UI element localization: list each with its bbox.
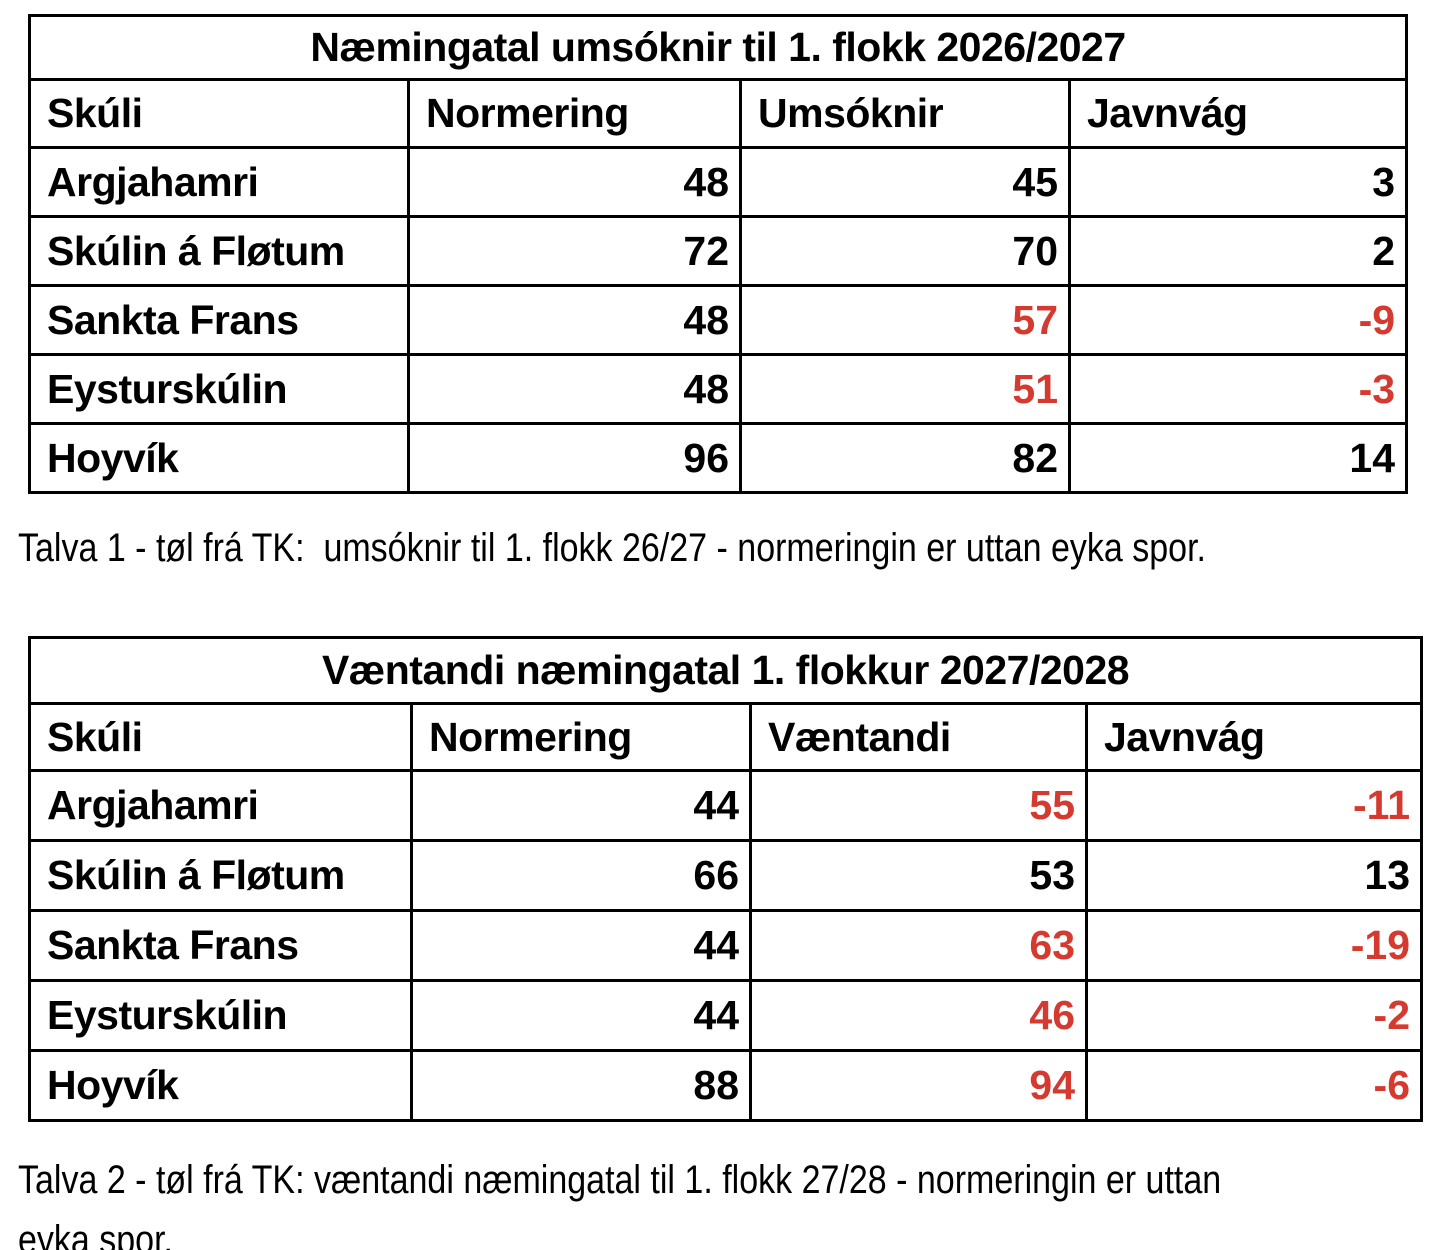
table-1-caption: Talva 1 - tøl frá TK: umsóknir til 1. fl… xyxy=(18,524,1436,572)
school-name-cell: Eysturskúlin xyxy=(28,979,413,1052)
javnvag-value-cell: -19 xyxy=(1084,909,1424,982)
javnvag-value-cell: 13 xyxy=(1084,839,1424,912)
umsoknir-value-cell: 57 xyxy=(739,284,1071,356)
javnvag-value-cell: -3 xyxy=(1067,353,1409,425)
school-name-cell: Skúlin á Fløtum xyxy=(28,839,413,912)
umsoknir-value-cell: 70 xyxy=(739,215,1071,287)
table-row: Sankta Frans 44 63 -19 xyxy=(28,909,1424,982)
normering-value-cell: 48 xyxy=(407,353,742,425)
table-row: Eysturskúlin 48 51 -3 xyxy=(28,353,1409,425)
table-row: Skúlin á Fløtum 72 70 2 xyxy=(28,215,1409,287)
school-name-cell: Sankta Frans xyxy=(28,284,410,356)
column-header-skuli: Skúli xyxy=(28,78,410,149)
table-row: Eysturskúlin 44 46 -2 xyxy=(28,979,1424,1052)
table-row: Argjahamri 48 45 3 xyxy=(28,146,1409,218)
normering-value-cell: 88 xyxy=(410,1049,752,1122)
caption-line: eyka spor. xyxy=(18,1218,173,1250)
vaentandi-value-cell: 46 xyxy=(749,979,1088,1052)
table-title-row: Næmingatal umsóknir til 1. flokk 2026/20… xyxy=(27,14,1409,81)
column-header-umsoknir: Umsóknir xyxy=(739,78,1071,149)
table-header-row: Skúli Normering Umsóknir Javnvág xyxy=(28,78,1409,149)
school-name-cell: Argjahamri xyxy=(28,769,413,842)
table-row: Sankta Frans 48 57 -9 xyxy=(28,284,1409,356)
table-1-title: Næmingatal umsóknir til 1. flokk 2026/20… xyxy=(27,14,1409,81)
column-header-javnvag: Javnvág xyxy=(1067,78,1409,149)
caption-line: Talva 2 - tøl frá TK: væntandi næmingata… xyxy=(18,1158,1222,1202)
javnvag-value-cell: 14 xyxy=(1067,422,1409,494)
normering-value-cell: 96 xyxy=(407,422,742,494)
umsoknir-value-cell: 51 xyxy=(739,353,1071,425)
column-header-javnvag: Javnvág xyxy=(1084,702,1424,772)
javnvag-value-cell: 2 xyxy=(1067,215,1409,287)
table-row: Hoyvík 88 94 -6 xyxy=(28,1049,1424,1122)
table-row: Argjahamri 44 55 -11 xyxy=(28,769,1424,842)
umsoknir-value-cell: 82 xyxy=(739,422,1071,494)
school-name-cell: Hoyvík xyxy=(28,422,410,494)
normering-value-cell: 48 xyxy=(407,284,742,356)
umsoknir-value-cell: 45 xyxy=(739,146,1071,218)
vaentandi-value-cell: 94 xyxy=(749,1049,1088,1122)
school-name-cell: Eysturskúlin xyxy=(28,353,410,425)
table-applications-2026-2027: Næmingatal umsóknir til 1. flokk 2026/20… xyxy=(27,14,1409,494)
normering-value-cell: 44 xyxy=(410,979,752,1052)
table-2-title: Væntandi næmingatal 1. flokkur 2027/2028 xyxy=(27,636,1424,705)
caption-line: Talva 1 - tøl frá TK: umsóknir til 1. fl… xyxy=(18,526,1206,570)
table-expected-2027-2028: Væntandi næmingatal 1. flokkur 2027/2028… xyxy=(27,636,1424,1122)
column-header-skuli: Skúli xyxy=(28,702,413,772)
vaentandi-value-cell: 55 xyxy=(749,769,1088,842)
vaentandi-value-cell: 53 xyxy=(749,839,1088,912)
column-header-normering: Normering xyxy=(410,702,752,772)
school-name-cell: Hoyvík xyxy=(28,1049,413,1122)
javnvag-value-cell: -6 xyxy=(1084,1049,1424,1122)
normering-value-cell: 66 xyxy=(410,839,752,912)
javnvag-value-cell: -9 xyxy=(1067,284,1409,356)
normering-value-cell: 48 xyxy=(407,146,742,218)
vaentandi-value-cell: 63 xyxy=(749,909,1088,982)
table-row: Skúlin á Fløtum 66 53 13 xyxy=(28,839,1424,912)
javnvag-value-cell: 3 xyxy=(1067,146,1409,218)
javnvag-value-cell: -2 xyxy=(1084,979,1424,1052)
table-header-row: Skúli Normering Væntandi Javnvág xyxy=(28,702,1424,772)
table-title-row: Væntandi næmingatal 1. flokkur 2027/2028 xyxy=(27,636,1424,705)
document-page: Næmingatal umsóknir til 1. flokk 2026/20… xyxy=(0,14,1436,1250)
normering-value-cell: 44 xyxy=(410,769,752,842)
school-name-cell: Sankta Frans xyxy=(28,909,413,982)
school-name-cell: Argjahamri xyxy=(28,146,410,218)
table-row: Hoyvík 96 82 14 xyxy=(28,422,1409,494)
normering-value-cell: 44 xyxy=(410,909,752,982)
school-name-cell: Skúlin á Fløtum xyxy=(28,215,410,287)
normering-value-cell: 72 xyxy=(407,215,742,287)
javnvag-value-cell: -11 xyxy=(1084,769,1424,842)
column-header-normering: Normering xyxy=(407,78,742,149)
table-2-caption: Talva 2 - tøl frá TK: væntandi næmingata… xyxy=(18,1150,1436,1250)
column-header-vaentandi: Væntandi xyxy=(749,702,1088,772)
